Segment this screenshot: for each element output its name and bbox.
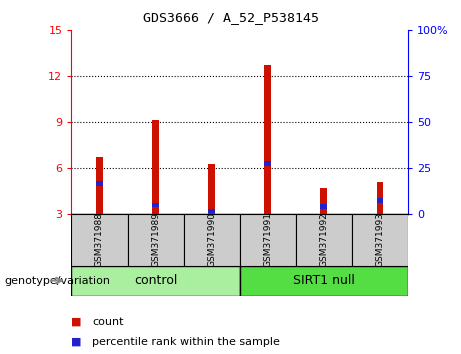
Text: GSM371993: GSM371993 (375, 212, 384, 267)
Text: SIRT1 null: SIRT1 null (293, 274, 355, 287)
Bar (352, 214, 408, 266)
Text: GDS3666 / A_52_P538145: GDS3666 / A_52_P538145 (142, 11, 319, 24)
Bar (71, 266, 240, 296)
Text: percentile rank within the sample: percentile rank within the sample (92, 337, 280, 347)
Text: genotype/variation: genotype/variation (5, 275, 111, 286)
Bar (96, 158, 103, 214)
Bar (320, 204, 327, 209)
Text: ■: ■ (71, 337, 82, 347)
Bar (320, 188, 327, 214)
Text: ■: ■ (71, 317, 82, 327)
Text: GSM371988: GSM371988 (95, 212, 104, 267)
Bar (377, 198, 383, 202)
Bar (265, 161, 271, 166)
Bar (296, 214, 352, 266)
Text: count: count (92, 317, 124, 327)
Text: GSM371990: GSM371990 (207, 212, 216, 267)
Text: GSM371989: GSM371989 (151, 212, 160, 267)
Bar (208, 164, 215, 214)
Bar (152, 120, 159, 214)
Bar (208, 209, 215, 213)
Bar (152, 203, 159, 207)
Bar (240, 214, 296, 266)
Text: control: control (134, 274, 177, 287)
Bar (377, 182, 383, 214)
Bar (240, 266, 408, 296)
Text: GSM371991: GSM371991 (263, 212, 272, 267)
Bar (265, 65, 271, 214)
Text: GSM371992: GSM371992 (319, 212, 328, 267)
Bar (96, 181, 103, 185)
Bar (128, 214, 183, 266)
Bar (71, 214, 128, 266)
Bar (183, 214, 240, 266)
